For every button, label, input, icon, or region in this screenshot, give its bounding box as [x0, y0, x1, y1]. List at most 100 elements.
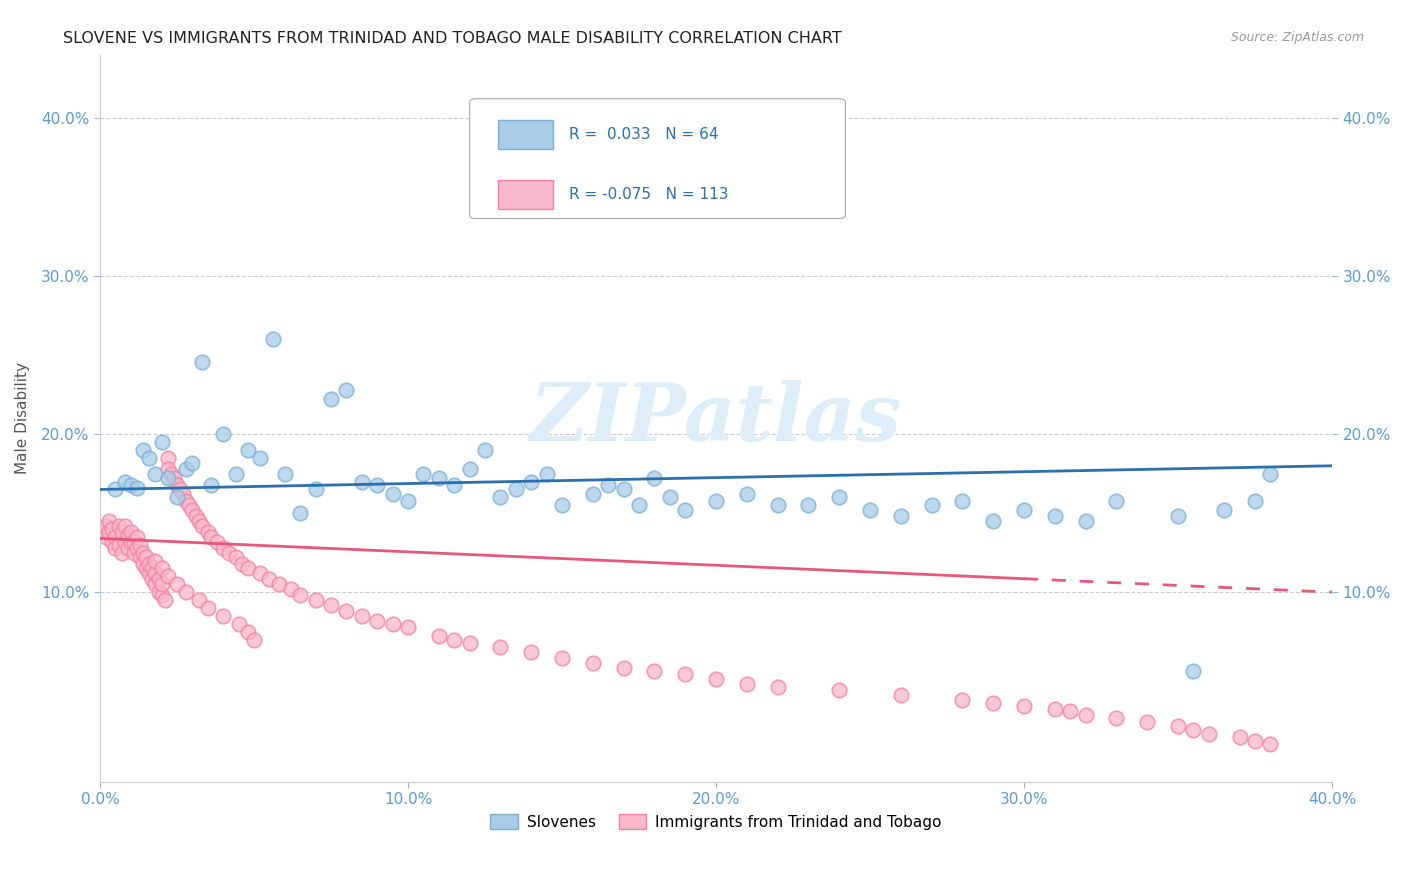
Point	[236, 561, 259, 575]
Point	[735, 677, 758, 691]
Point	[1043, 702, 1066, 716]
Point	[828, 491, 851, 505]
Point	[797, 498, 820, 512]
Point	[335, 383, 357, 397]
Point	[350, 475, 373, 489]
Point	[249, 566, 271, 581]
Point	[536, 467, 558, 481]
Point	[489, 491, 512, 505]
Point	[163, 471, 186, 485]
Point	[120, 534, 142, 549]
Point	[1213, 503, 1236, 517]
Point	[228, 616, 250, 631]
Point	[114, 534, 136, 549]
Point	[212, 608, 235, 623]
Y-axis label: Male Disability: Male Disability	[15, 362, 30, 475]
Point	[156, 569, 179, 583]
Point	[474, 442, 496, 457]
Point	[613, 661, 636, 675]
Point	[166, 491, 188, 505]
Point	[1105, 711, 1128, 725]
Point	[427, 471, 450, 485]
Point	[381, 487, 404, 501]
Point	[952, 493, 974, 508]
Legend: Slovenes, Immigrants from Trinidad and Tobago: Slovenes, Immigrants from Trinidad and T…	[484, 807, 948, 836]
Point	[658, 491, 681, 505]
Point	[138, 557, 160, 571]
Point	[150, 577, 173, 591]
Point	[150, 588, 173, 602]
FancyBboxPatch shape	[498, 180, 554, 209]
Point	[1198, 727, 1220, 741]
Point	[1229, 731, 1251, 745]
Point	[582, 487, 605, 501]
Point	[704, 672, 727, 686]
Point	[212, 541, 235, 555]
Point	[628, 498, 651, 512]
Point	[91, 522, 114, 536]
Point	[187, 593, 209, 607]
Point	[412, 467, 434, 481]
Point	[218, 546, 240, 560]
Point	[921, 498, 943, 512]
FancyBboxPatch shape	[470, 99, 845, 219]
Point	[120, 525, 142, 540]
Point	[132, 442, 155, 457]
Point	[1043, 509, 1066, 524]
Point	[643, 664, 665, 678]
Point	[225, 550, 247, 565]
Point	[181, 456, 204, 470]
Point	[505, 483, 527, 497]
Point	[766, 680, 789, 694]
Point	[197, 525, 219, 540]
Point	[1167, 719, 1189, 733]
Point	[366, 477, 388, 491]
Point	[179, 498, 201, 512]
Point	[304, 483, 326, 497]
Point	[166, 477, 188, 491]
Point	[160, 467, 183, 481]
Point	[148, 585, 170, 599]
Point	[141, 573, 163, 587]
Text: SLOVENE VS IMMIGRANTS FROM TRINIDAD AND TOBAGO MALE DISABILITY CORRELATION CHART: SLOVENE VS IMMIGRANTS FROM TRINIDAD AND …	[63, 31, 842, 46]
Point	[145, 553, 167, 567]
Point	[735, 487, 758, 501]
Point	[110, 525, 132, 540]
Point	[197, 601, 219, 615]
Point	[125, 481, 148, 495]
Point	[582, 657, 605, 671]
Point	[280, 582, 302, 596]
Point	[205, 534, 228, 549]
Point	[187, 514, 209, 528]
Point	[117, 541, 139, 555]
Point	[174, 462, 197, 476]
Point	[1012, 698, 1035, 713]
Point	[551, 651, 574, 665]
Point	[145, 566, 167, 581]
Point	[249, 450, 271, 465]
Point	[96, 530, 118, 544]
Point	[145, 467, 167, 481]
Point	[396, 620, 419, 634]
Point	[104, 541, 127, 555]
Point	[150, 561, 173, 575]
Point	[156, 450, 179, 465]
Point	[319, 392, 342, 407]
Point	[98, 514, 121, 528]
Point	[225, 467, 247, 481]
Text: R = -0.075   N = 113: R = -0.075 N = 113	[569, 187, 728, 202]
Point	[458, 462, 481, 476]
Point	[1244, 493, 1267, 508]
Point	[1105, 493, 1128, 508]
Point	[153, 593, 176, 607]
Point	[952, 692, 974, 706]
Point	[129, 538, 152, 552]
Text: ZIPatlas: ZIPatlas	[530, 380, 903, 457]
Point	[169, 483, 191, 497]
Point	[110, 546, 132, 560]
Point	[489, 640, 512, 655]
Point	[114, 518, 136, 533]
Point	[859, 503, 882, 517]
Point	[138, 566, 160, 581]
Point	[184, 509, 207, 524]
